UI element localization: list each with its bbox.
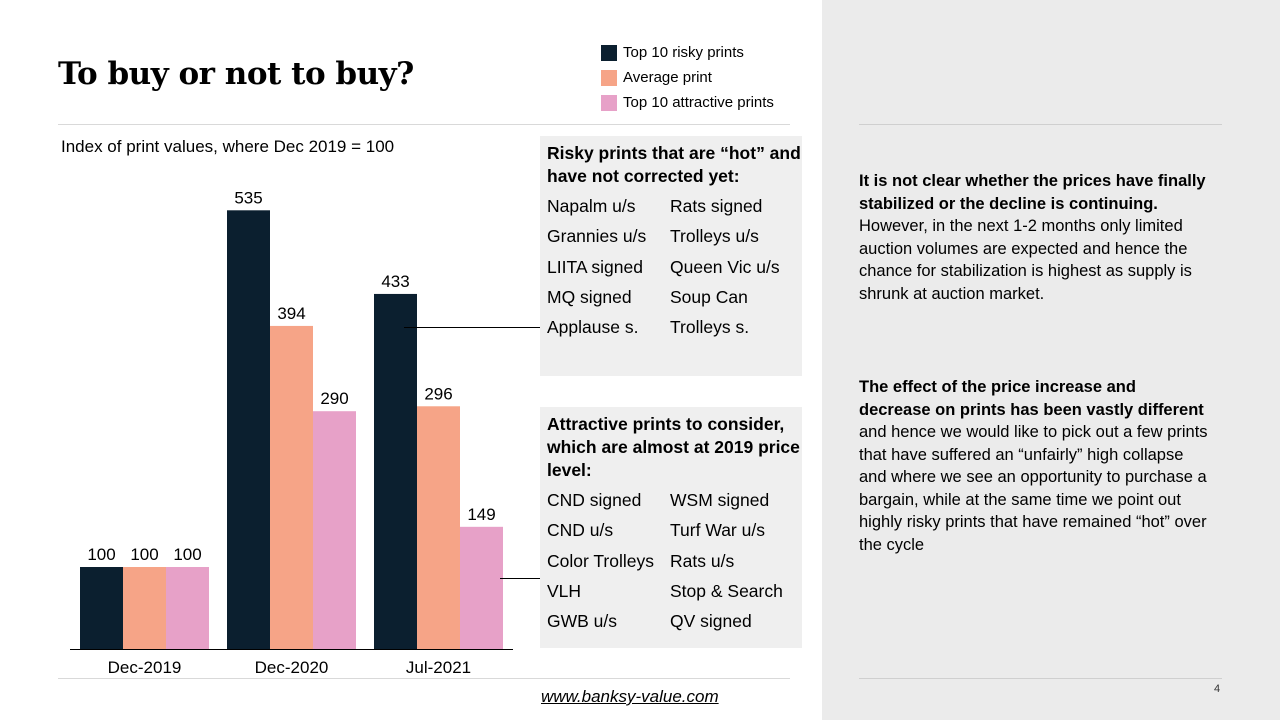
- attractive-prints-box: Attractive prints to consider, which are…: [540, 407, 802, 648]
- risky-print-item: Queen Vic u/s: [670, 256, 780, 277]
- bar: [270, 325, 313, 649]
- legend-swatch-attractive: [601, 94, 617, 111]
- attractive-print-item: Turf War u/s: [670, 520, 765, 541]
- bar: [227, 210, 270, 650]
- risky-print-item: MQ signed: [547, 286, 632, 307]
- risky-print-item: Trolleys s.: [670, 317, 750, 338]
- risky-prints-list: Napalm u/s Rats signed Grannies u/s Trol…: [547, 194, 802, 345]
- attractive-print-item: Stop & Search: [670, 580, 783, 601]
- data-label: 433: [381, 272, 409, 291]
- data-label: 290: [320, 389, 348, 408]
- risky-print-item: Trolleys u/s: [670, 226, 759, 247]
- commentary-emphasis: The effect of the price increase and dec…: [859, 378, 1204, 419]
- slide-title: To buy or not to buy?: [58, 56, 414, 92]
- legend-label: Top 10 attractive prints: [623, 94, 774, 111]
- risky-print-item: LIITA signed: [547, 256, 643, 277]
- risky-print-item: Napalm u/s: [547, 196, 636, 216]
- chart-subtitle: Index of print values, where Dec 2019 = …: [61, 137, 395, 156]
- x-tick-label: Dec-2019: [108, 658, 182, 677]
- x-tick-label: Jul-2021: [406, 658, 471, 677]
- attractive-print-item: Rats u/s: [670, 550, 735, 571]
- risky-print-item: Grannies u/s: [547, 226, 647, 247]
- attractive-print-item: VLH: [547, 580, 582, 601]
- legend-label: Top 10 risky prints: [623, 44, 744, 61]
- website-link[interactable]: www.banksy-value.com: [541, 687, 719, 706]
- commentary-text: and hence we would like to pick out a fe…: [859, 423, 1208, 554]
- attractive-print-item: GWB u/s: [547, 611, 618, 632]
- bar-chart: 100 100 100 Dec-2019 535 394 290 Dec-2020 433 296…: [70, 188, 540, 677]
- bar: [460, 526, 503, 649]
- legend-swatch-risky: [601, 44, 617, 61]
- header-divider: [58, 124, 790, 125]
- data-label: 296: [424, 384, 452, 403]
- page-number: 4: [1214, 683, 1221, 695]
- data-label: 100: [130, 545, 158, 564]
- risky-print-item: Soup Can: [670, 286, 748, 307]
- attractive-print-item: QV signed: [670, 611, 752, 632]
- commentary-emphasis: It is not clear whether the prices have …: [859, 172, 1206, 213]
- commentary-paragraph-2: The effect of the price increase and dec…: [859, 376, 1209, 556]
- legend-swatch-average: [601, 69, 617, 86]
- commentary-paragraph-1: It is not clear whether the prices have …: [859, 170, 1209, 305]
- legend-item-attractive: Top 10 attractive prints: [601, 90, 774, 115]
- footer-divider: [58, 678, 790, 679]
- bar: [313, 411, 356, 649]
- data-label: 100: [87, 545, 115, 564]
- attractive-print-item: CND u/s: [547, 520, 614, 541]
- risky-print-item: Rats signed: [670, 196, 763, 216]
- data-label: 535: [234, 188, 262, 207]
- bar: [374, 293, 417, 649]
- legend-item-average: Average print: [601, 65, 774, 90]
- data-label: 394: [277, 304, 305, 323]
- legend-label: Average print: [623, 69, 712, 86]
- x-tick-label: Dec-2020: [255, 658, 329, 677]
- attractive-print-item: CND signed: [547, 490, 642, 510]
- chart-legend: Top 10 risky prints Average print Top 10…: [601, 40, 774, 115]
- attractive-prints-list: CND signed WSM signed CND u/s Turf War u…: [547, 488, 802, 639]
- panel-footer-divider: [859, 678, 1222, 679]
- risky-prints-box: Risky prints that are “hot” and have not…: [540, 136, 802, 376]
- bar: [166, 567, 209, 649]
- panel-header-divider: [859, 124, 1222, 125]
- bar: [123, 567, 166, 649]
- legend-item-risky: Top 10 risky prints: [601, 40, 774, 65]
- bar: [80, 567, 123, 649]
- data-label: 100: [173, 545, 201, 564]
- data-label: 149: [467, 505, 495, 524]
- commentary-text: However, in the next 1-2 months only lim…: [859, 217, 1192, 303]
- risky-print-item: Applause s.: [547, 317, 639, 338]
- attractive-box-heading: Attractive prints to consider, which are…: [547, 414, 800, 480]
- attractive-print-item: WSM signed: [670, 490, 770, 510]
- risky-box-heading: Risky prints that are “hot” and have not…: [547, 143, 801, 186]
- commentary-panel: [822, 0, 1280, 720]
- bar: [417, 406, 460, 649]
- attractive-print-item: Color Trolleys: [547, 550, 654, 571]
